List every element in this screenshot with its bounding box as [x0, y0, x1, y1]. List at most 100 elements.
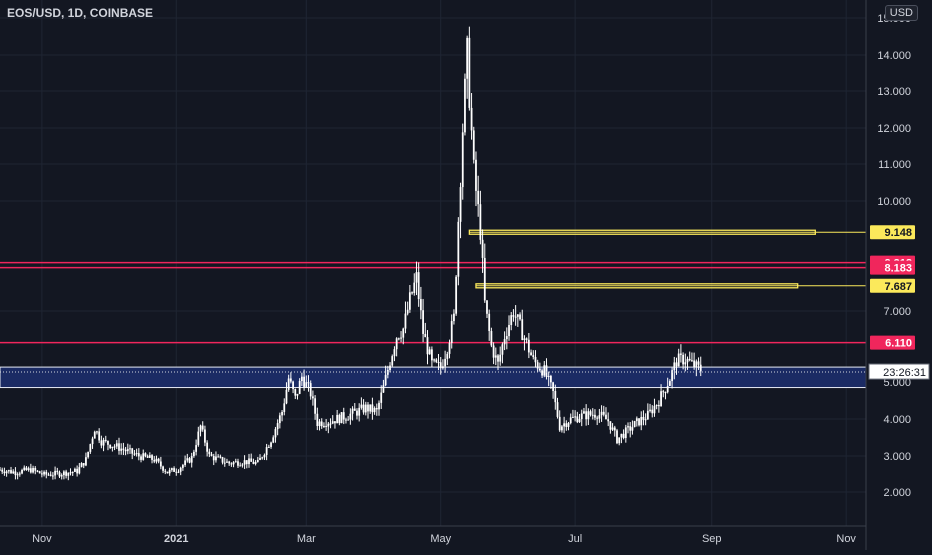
candle-body	[12, 471, 15, 474]
candle-body	[530, 352, 532, 356]
candle-body	[349, 413, 352, 420]
time-axis-tick-label: Mar	[297, 533, 316, 545]
candle-body	[609, 421, 612, 430]
candle-body	[424, 333, 427, 338]
candle-body	[3, 471, 6, 474]
candle-body	[34, 468, 37, 471]
candle-body	[243, 460, 246, 465]
candle-body	[585, 411, 588, 420]
candle-body	[514, 316, 517, 318]
currency-button[interactable]: USD	[884, 5, 918, 21]
candle-body	[232, 462, 235, 465]
candle-body	[543, 365, 546, 376]
candle-body	[446, 353, 449, 359]
candle-body	[217, 456, 220, 458]
candle-body	[556, 402, 559, 417]
candle-body	[5, 471, 8, 474]
level-price-tag	[870, 225, 915, 240]
candle-body	[274, 429, 277, 438]
candle-body	[294, 389, 297, 396]
candle-body	[118, 443, 120, 451]
candle-body	[201, 425, 204, 430]
candle-body	[113, 446, 116, 448]
candle-body	[281, 411, 283, 416]
candle-body	[519, 314, 521, 320]
candles	[0, 26, 702, 481]
candle-body	[563, 423, 566, 427]
countdown-tag	[868, 363, 930, 380]
candle-body	[329, 423, 332, 425]
candle-body	[602, 411, 605, 415]
candle-body	[45, 471, 48, 475]
candle-body	[157, 458, 160, 462]
candle-body	[248, 458, 250, 465]
candle-body	[657, 405, 660, 407]
candle-body	[312, 396, 314, 399]
candle-body	[536, 362, 539, 369]
candle-body	[682, 354, 685, 365]
candle-body	[664, 392, 667, 394]
candle-body	[245, 460, 248, 465]
candle-body	[475, 159, 477, 191]
candle-body	[572, 416, 574, 418]
candle-body	[71, 471, 74, 473]
level-price-label: 9.148	[884, 227, 912, 239]
time-axis-tick-label: Jul	[568, 533, 582, 545]
candle-body	[65, 471, 68, 476]
candle-body	[510, 315, 513, 326]
candle-body	[545, 365, 548, 377]
candle-body	[270, 442, 272, 447]
candle-body	[486, 300, 488, 314]
candle-body	[166, 471, 169, 474]
candle-body	[413, 282, 416, 293]
candle-body	[100, 440, 103, 446]
candle-body	[111, 446, 114, 448]
candle-body	[25, 467, 28, 471]
candle-body	[613, 427, 616, 431]
candle-body	[455, 276, 458, 314]
candle-body	[677, 353, 680, 367]
candle-body	[367, 404, 369, 412]
candle-body	[0, 469, 1, 471]
candle-body	[459, 187, 462, 222]
price-axis-tick-label: 10.000	[877, 196, 911, 208]
price-axis-tick-label: 3.000	[883, 451, 911, 463]
candle-body	[239, 465, 242, 467]
candle-body	[76, 468, 79, 474]
candle-body	[87, 451, 90, 458]
candle-body	[675, 362, 678, 367]
candle-body	[620, 433, 623, 438]
candle-body	[356, 410, 358, 416]
candle-body	[272, 437, 275, 443]
candle-body	[384, 374, 387, 386]
candle-body	[380, 392, 383, 403]
candle-body	[505, 336, 508, 340]
candle-body	[305, 382, 308, 387]
candle-body	[318, 421, 321, 427]
candle-body	[389, 365, 391, 370]
candle-body	[642, 416, 645, 420]
candle-body	[574, 416, 577, 418]
candle-body	[627, 426, 629, 428]
candle-body	[36, 470, 39, 472]
candle-body	[567, 423, 570, 427]
candle-body	[16, 474, 19, 476]
candle-body	[146, 456, 149, 458]
candle-body	[170, 468, 173, 470]
price-axis-tick-label: 11.000	[878, 159, 911, 171]
support-zone	[0, 366, 867, 389]
candle-body	[435, 359, 438, 362]
candle-body	[314, 398, 317, 414]
candle-body	[126, 449, 129, 452]
level-price-label: 8.183	[884, 263, 912, 275]
candle-body	[618, 437, 621, 444]
candle-body	[276, 423, 279, 430]
candle-body	[155, 458, 158, 462]
candle-body	[320, 421, 323, 427]
candle-body	[10, 470, 12, 474]
candle-body	[74, 468, 76, 472]
candle-body	[695, 361, 698, 368]
level-box	[475, 283, 799, 289]
